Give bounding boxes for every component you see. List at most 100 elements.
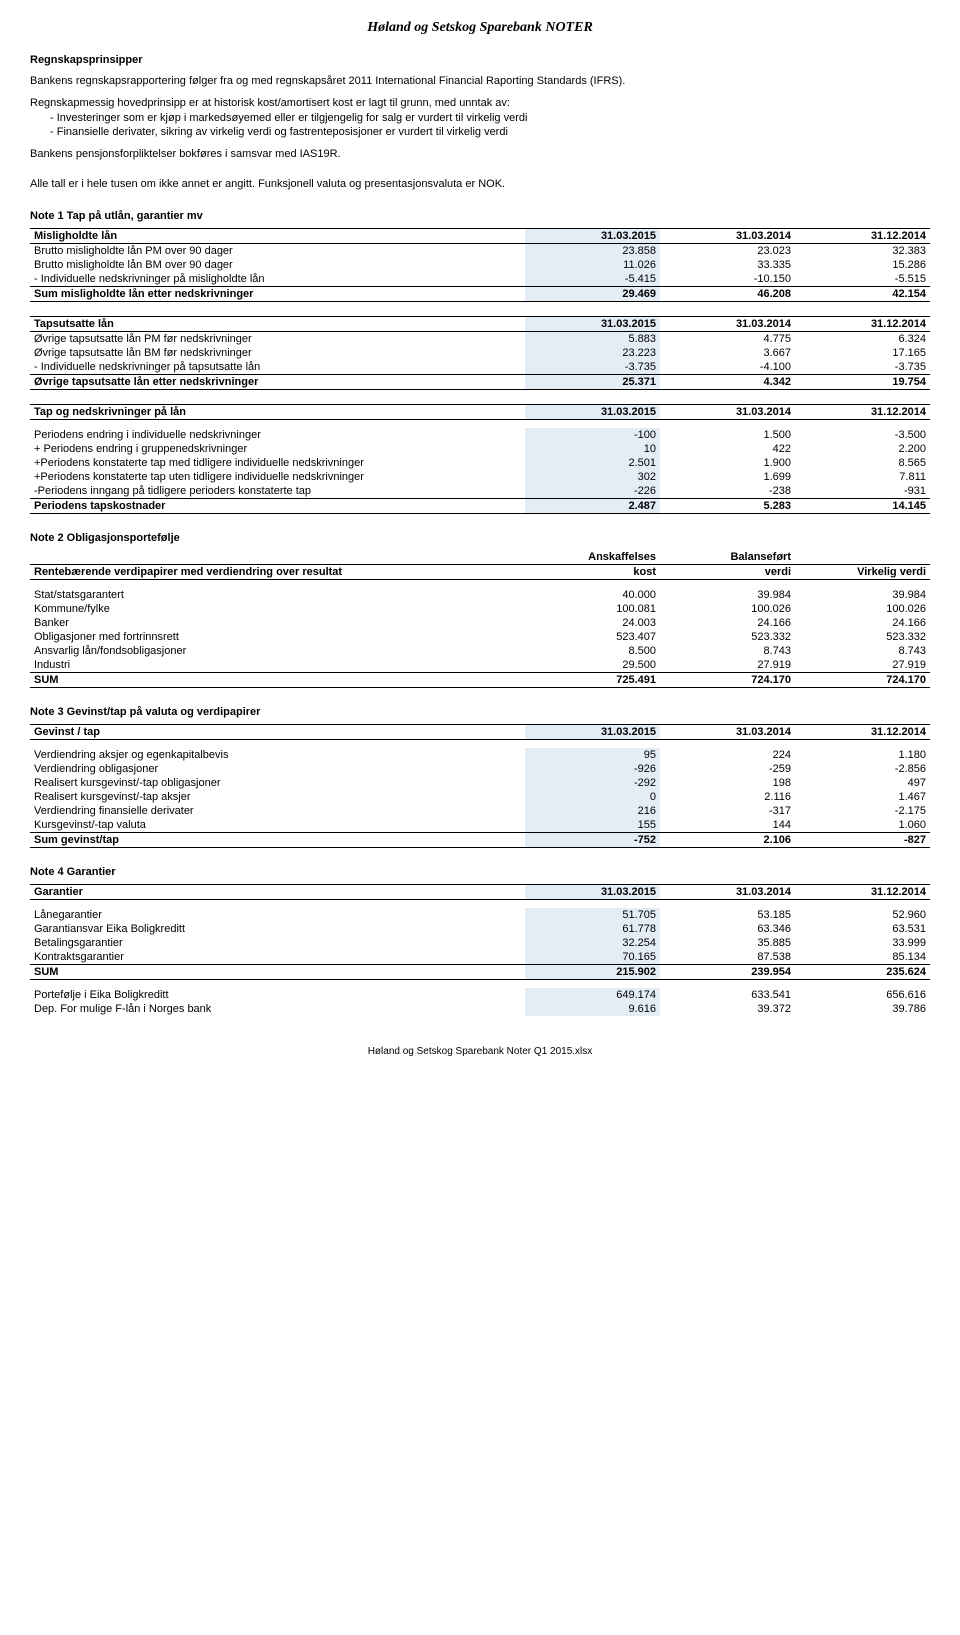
n1t1-hdr: Misligholdte lån [30,228,525,243]
table-row: - Individuelle nedskrivninger på tapsuts… [30,360,930,375]
row-value: 497 [795,776,930,790]
row-value: 23.223 [525,346,660,360]
note1-table1: Misligholdte lån 31.03.2015 31.03.2014 3… [30,228,930,302]
row-label: Periodens endring i individuelle nedskri… [30,428,525,442]
date-col3: 31.12.2014 [795,724,930,739]
row-value: 100.026 [660,602,795,616]
row-value: 85.134 [795,950,930,965]
row-value: 63.346 [660,922,795,936]
row-value: 422 [660,442,795,456]
table-row: Verdiendring finansielle derivater216-31… [30,804,930,818]
row-label: Portefølje i Eika Boligkreditt [30,988,525,1002]
table-row: -Periodens inngang på tidligere perioder… [30,484,930,499]
row-value: 1.900 [660,456,795,470]
row-value: 63.531 [795,922,930,936]
note2-table: Anskaffelses Balanseført Rentebærende ve… [30,550,930,688]
row-label: Verdiendring finansielle derivater [30,804,525,818]
row-label: Betalingsgarantier [30,936,525,950]
table-row: Obligasjoner med fortrinnsrett523.407523… [30,630,930,644]
row-label: Realisert kursgevinst/-tap aksjer [30,790,525,804]
table-row: Banker24.00324.16624.166 [30,616,930,630]
table-row: Kommune/fylke100.081100.026100.026 [30,602,930,616]
row-value: 35.885 [660,936,795,950]
note3-table: Gevinst / tap 31.03.2015 31.03.2014 31.1… [30,724,930,848]
row-value: 24.003 [525,616,660,630]
date-col2: 31.03.2014 [660,884,795,899]
row-value: 23.023 [660,243,795,258]
row-value: -4.100 [660,360,795,375]
row-value: -10.150 [660,272,795,287]
row-value: 87.538 [660,950,795,965]
row-value: 27.919 [795,658,930,673]
date-col1: 31.03.2015 [525,404,660,419]
date-col3: 31.12.2014 [795,228,930,243]
row-value: 216 [525,804,660,818]
row-value: 53.185 [660,908,795,922]
n4-sum-v2: 239.954 [660,964,795,979]
date-col2: 31.03.2014 [660,228,795,243]
n1t3-sum-v1: 2.487 [525,498,660,513]
n2-col2a: Balanseført [660,550,795,565]
row-value: 1.467 [795,790,930,804]
date-col2: 31.03.2014 [660,404,795,419]
row-label: Realisert kursgevinst/-tap obligasjoner [30,776,525,790]
row-value: 8.743 [795,644,930,658]
row-label: Øvrige tapsutsatte lån BM før nedskrivni… [30,346,525,360]
row-value: -292 [525,776,660,790]
row-value: -3.735 [795,360,930,375]
row-label: Kommune/fylke [30,602,525,616]
row-value: 1.060 [795,818,930,833]
table-row: Øvrige tapsutsatte lån PM før nedskrivni… [30,331,930,346]
row-label: Ansvarlig lån/fondsobligasjoner [30,644,525,658]
row-value: 27.919 [660,658,795,673]
row-label: - Individuelle nedskrivninger på misligh… [30,272,525,287]
date-col2: 31.03.2014 [660,724,795,739]
table-row: Verdiendring obligasjoner-926-259-2.856 [30,762,930,776]
row-value: 15.286 [795,258,930,272]
row-label: -Periodens inngang på tidligere perioder… [30,484,525,499]
n1t2-sum-v1: 25.371 [525,374,660,389]
row-value: 5.883 [525,331,660,346]
table-row: Brutto misligholdte lån PM over 90 dager… [30,243,930,258]
row-value: 633.541 [660,988,795,1002]
row-value: 302 [525,470,660,484]
n2-hdr-label: Rentebærende verdipapirer med verdiendri… [30,564,525,579]
n1t3-sum-v3: 14.145 [795,498,930,513]
row-label: Kursgevinst/-tap valuta [30,818,525,833]
n2-col1a: Anskaffelses [525,550,660,565]
note1-table2: Tapsutsatte lån 31.03.2015 31.03.2014 31… [30,316,930,390]
principles-p2b: - Investeringer som er kjøp i markedsøye… [50,111,930,125]
n1t1-sum-v1: 29.469 [525,286,660,301]
row-value: 11.026 [525,258,660,272]
row-value: -3.735 [525,360,660,375]
table-row: Realisert kursgevinst/-tap obligasjoner-… [30,776,930,790]
row-value: 32.383 [795,243,930,258]
table-row: Stat/statsgarantert40.00039.98439.984 [30,588,930,602]
n1t3-sum-label: Periodens tapskostnader [30,498,525,513]
n1t1-sum-v2: 46.208 [660,286,795,301]
row-label: - Individuelle nedskrivninger på tapsuts… [30,360,525,375]
row-value: 2.501 [525,456,660,470]
row-value: 33.335 [660,258,795,272]
row-value: -931 [795,484,930,499]
row-value: -100 [525,428,660,442]
row-label: Banker [30,616,525,630]
row-value: 24.166 [795,616,930,630]
n1t3-sum-v2: 5.283 [660,498,795,513]
row-value: 7.811 [795,470,930,484]
n4-sum-v3: 235.624 [795,964,930,979]
date-col1: 31.03.2015 [525,724,660,739]
table-row: Dep. For mulige F-lån i Norges bank9.616… [30,1002,930,1016]
row-value: 656.616 [795,988,930,1002]
principles-head: Regnskapsprinsipper [30,54,930,66]
principles-p3: Bankens pensjonsforpliktelser bokføres i… [30,147,930,161]
row-value: 523.332 [795,630,930,644]
date-col2: 31.03.2014 [660,316,795,331]
note4-head: Note 4 Garantier [30,866,930,878]
row-label: +Periodens konstaterte tap uten tidliger… [30,470,525,484]
row-label: Industri [30,658,525,673]
note3-head: Note 3 Gevinst/tap på valuta og verdipap… [30,706,930,718]
table-row: Periodens endring i individuelle nedskri… [30,428,930,442]
row-value: 39.786 [795,1002,930,1016]
row-value: 1.699 [660,470,795,484]
